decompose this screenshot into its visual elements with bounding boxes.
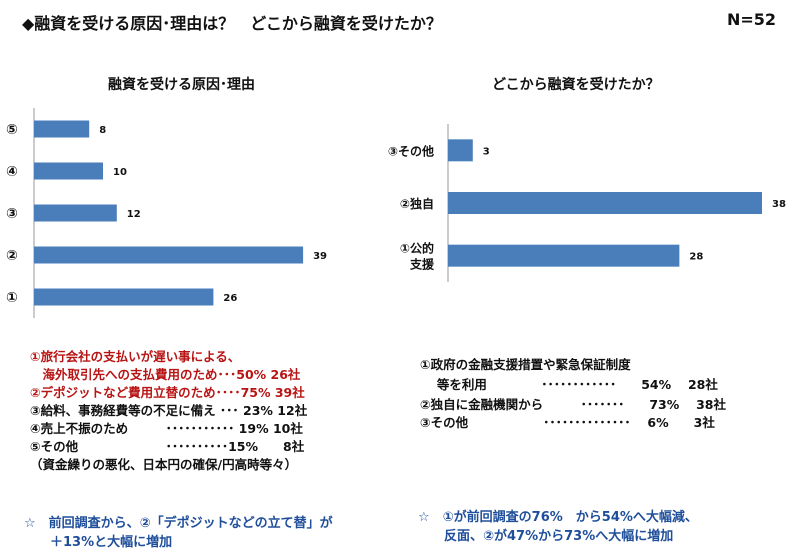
left-footnote: ☆ 前回調査から、②「デポジットなどの立て替」が ＋13%と大幅に増加 bbox=[24, 514, 333, 552]
bar bbox=[34, 204, 117, 222]
category-label: ③ bbox=[6, 206, 18, 222]
left-note-line: （資金繰りの悪化、日本円の確保/円高時等々） bbox=[30, 457, 298, 472]
left-bar-chart: 8 ⑤ 10 ④ 12 ③ 39 ② 26 ① bbox=[6, 108, 327, 318]
right-footnote: ☆ ①が前回調査の76% から54%へ大幅減、 反面、②が47%から73%へ大幅… bbox=[418, 508, 698, 546]
right-note-line: ②独自に金融機関から ･･･････ 73% 38社 bbox=[420, 397, 727, 412]
bar bbox=[448, 192, 762, 214]
right-note-line: 等を利用 ････････････ 54% 28社 bbox=[420, 377, 718, 392]
right-chart-title: どこから融資を受けたか？ bbox=[492, 77, 660, 93]
data-label: 39 bbox=[313, 251, 327, 262]
data-label: 26 bbox=[223, 293, 237, 304]
right-note-line: ①政府の金融支援措置や緊急保証制度 bbox=[420, 357, 631, 372]
left-note-line: ⑤その他 ･･････････15% 8社 bbox=[30, 439, 305, 454]
footnote-line: ☆ 前回調査から、②「デポジットなどの立て替」が bbox=[24, 516, 333, 531]
category-label: ②独自 bbox=[400, 196, 434, 211]
data-label: 28 bbox=[689, 252, 703, 263]
category-label: ⑤ bbox=[6, 122, 18, 138]
bar bbox=[34, 288, 214, 306]
right-note-line: ③その他 ･･････････････ 6% 3社 bbox=[420, 415, 715, 430]
data-label: 3 bbox=[483, 146, 490, 157]
charts-svg: 8 ⑤ 10 ④ 12 ③ 39 ② 26 ① 3 ③その他 38 ②独自 28 ①公的支援 bbox=[6, 108, 786, 318]
right-bar-chart: 3 ③その他 38 ②独自 28 ①公的支援 bbox=[388, 124, 786, 282]
bar bbox=[448, 244, 680, 267]
category-label: ④ bbox=[6, 164, 18, 180]
bar bbox=[34, 246, 304, 264]
left-note-line: ①旅行会社の支払いが遅い事による、 bbox=[30, 349, 241, 364]
left-note-line: ②デポジットなど費用立替のため････75% 39社 bbox=[30, 385, 305, 400]
data-label: 38 bbox=[772, 199, 786, 210]
left-note-line: ④売上不振のため ･･･････････ 19% 10社 bbox=[30, 421, 303, 436]
bar bbox=[34, 162, 103, 180]
left-chart-title: 融資を受ける原因･理由 bbox=[108, 77, 255, 93]
category-label: ① bbox=[6, 290, 18, 306]
data-label: 10 bbox=[113, 167, 127, 178]
data-label: 12 bbox=[127, 209, 141, 220]
category-label: ② bbox=[6, 248, 18, 264]
data-label: 8 bbox=[99, 125, 106, 136]
left-note-line: 海外取引先への支払費用のため･･･50% 26社 bbox=[30, 367, 301, 382]
footnote-line: ☆ ①が前回調査の76% から54%へ大幅減、 bbox=[418, 510, 698, 525]
footnote-line: 反面、②が47%から73%へ大幅に増加 bbox=[418, 529, 674, 544]
bar bbox=[34, 120, 90, 138]
footnote-line: ＋13%と大幅に増加 bbox=[24, 535, 173, 550]
sample-size: N=52 bbox=[727, 10, 777, 29]
page-title: ◆融資を受ける原因･理由は？ どこから融資を受けたか？ bbox=[22, 14, 442, 33]
category-label: ①公的支援 bbox=[400, 241, 435, 272]
category-label: ③その他 bbox=[388, 143, 434, 158]
bar bbox=[448, 139, 473, 162]
left-note-line: ③給料、事務経費等の不足に備え ･･･ 23% 12社 bbox=[30, 403, 308, 418]
